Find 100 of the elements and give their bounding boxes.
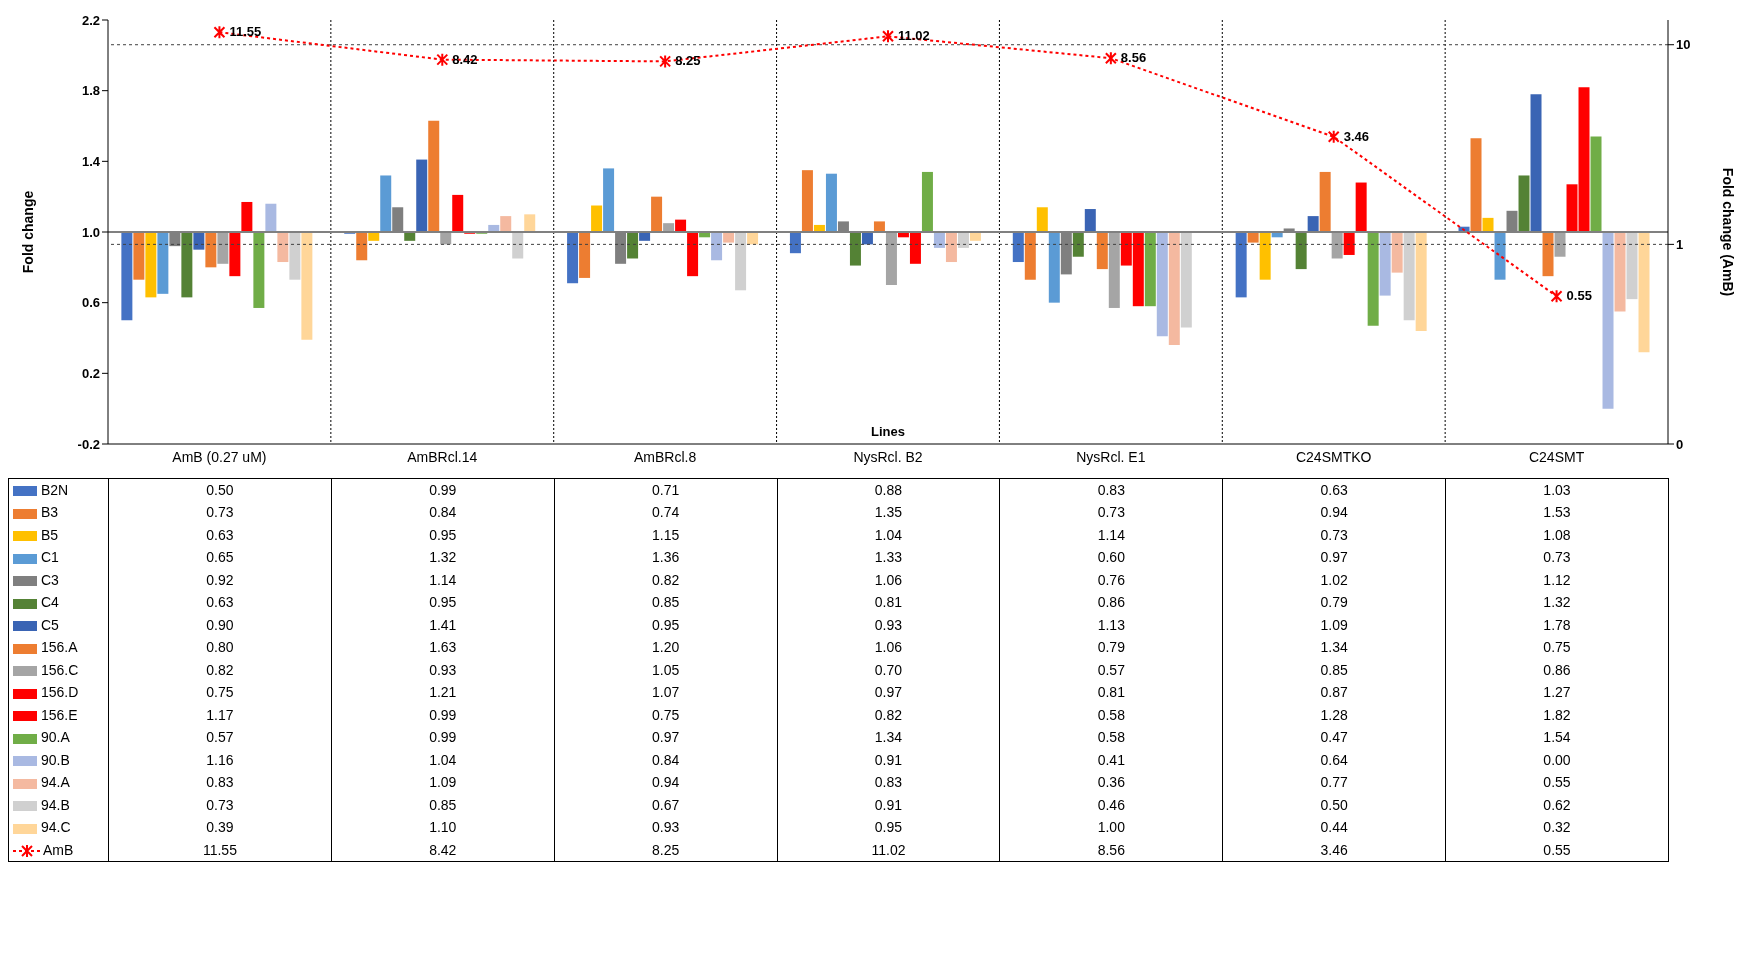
point [659, 54, 672, 69]
bar [933, 232, 945, 248]
text: 0.55 [1566, 288, 1592, 304]
bar [1626, 232, 1638, 300]
data-label: 0.76 [999, 568, 1223, 591]
data-label: 0.86 [999, 591, 1223, 614]
data-label: 0.75 [554, 703, 778, 726]
data-label: 1.16 [108, 748, 332, 771]
data-label: 1.04 [331, 748, 555, 771]
y-tick-label: 1.4 [81, 153, 101, 169]
data-label: 1.06 [777, 636, 1000, 659]
data-label: 0.91 [777, 748, 1000, 771]
bar [229, 232, 241, 277]
point [1550, 289, 1563, 304]
data-label: 0.82 [108, 658, 332, 681]
y-tick-label: 1.0 [81, 224, 100, 240]
data-label: 1.10 [331, 816, 555, 839]
bar [1048, 232, 1060, 303]
bar [1024, 232, 1036, 280]
data-label: 1.12 [1445, 568, 1669, 591]
data-label: 0.93 [777, 613, 1000, 636]
y-tick-label: 0.2 [81, 365, 100, 381]
data-label: 0.85 [331, 793, 555, 816]
bar [603, 168, 615, 232]
bar [1590, 136, 1602, 232]
data-label: 0.60 [999, 546, 1223, 569]
bar [723, 232, 735, 243]
text: 8.25 [675, 53, 701, 69]
data-label: 1.03 [1445, 478, 1669, 501]
point [882, 29, 894, 44]
data-label: 1.35 [777, 501, 1000, 524]
bar [1084, 209, 1096, 232]
data-label: 0.92 [108, 568, 332, 591]
data-label: 0.79 [1222, 591, 1446, 614]
bar [1144, 232, 1156, 307]
legend-label: C3 [40, 571, 59, 588]
legend-label: 94.B [40, 796, 70, 813]
bar [1554, 232, 1566, 257]
data-label: 1.09 [331, 771, 555, 794]
data-label: 0.94 [554, 771, 778, 794]
bar [1638, 232, 1650, 353]
legend-label: 94.C [40, 819, 71, 836]
bar [1518, 175, 1530, 232]
legend-label: 156.C [40, 661, 79, 678]
bar [277, 232, 289, 263]
data-label: 11.02 [777, 838, 1000, 861]
y-tick-label: 1.8 [81, 83, 100, 99]
bar [1168, 232, 1180, 346]
data-label: 0.95 [331, 523, 555, 546]
bar [1343, 232, 1355, 255]
data-label: 1.27 [1445, 681, 1669, 704]
bar [301, 232, 313, 340]
bar [500, 216, 512, 232]
x-axis-title: Lines [871, 424, 905, 439]
bar [416, 159, 428, 232]
data-label: 0.00 [1445, 748, 1669, 771]
y2-tick-label: 0 [1676, 436, 1684, 452]
text: 8.42 [452, 51, 478, 67]
x-tick-label: NysRcl. B2 [853, 448, 923, 465]
bar [579, 232, 591, 278]
data-label: 0.73 [1222, 523, 1446, 546]
x-tick-label: AmBRcl.14 [407, 448, 478, 465]
data-label: 0.83 [777, 771, 1000, 794]
data-label: 1.32 [1445, 591, 1669, 614]
data-label: 0.93 [554, 816, 778, 839]
bar [1494, 232, 1506, 280]
bar [265, 203, 277, 232]
data-label: 0.74 [554, 501, 778, 524]
data-label: 0.73 [1445, 546, 1669, 569]
x-tick-label: C24SMT [1528, 448, 1585, 465]
data-label: 0.64 [1222, 748, 1446, 771]
y-axis-title: Fold change [19, 190, 36, 274]
bar [1259, 232, 1271, 280]
bar [873, 221, 885, 232]
data-label: 8.25 [554, 838, 778, 861]
data-label: 0.80 [108, 636, 332, 659]
bar [921, 171, 933, 232]
legend-label: C5 [40, 616, 59, 633]
data-label: 0.67 [554, 793, 778, 816]
data-label: 0.71 [554, 478, 778, 501]
data-label: 0.32 [1445, 816, 1669, 839]
data-label: 0.65 [108, 546, 332, 569]
data-label: 0.63 [1222, 478, 1446, 501]
y-tick-label: 0.6 [81, 295, 100, 311]
data-label: 0.58 [999, 703, 1223, 726]
bar [1482, 217, 1494, 232]
data-label: 0.58 [999, 726, 1223, 749]
bar [651, 196, 663, 232]
data-label: 0.36 [999, 771, 1223, 794]
legend-label: AmB [42, 841, 74, 858]
data-label: 11.55 [108, 838, 332, 861]
bar [1180, 232, 1192, 328]
data-label: 1.14 [999, 523, 1223, 546]
y2-axis-title: Fold change (AmB) [1720, 167, 1737, 297]
bar [885, 232, 897, 285]
data-label: 0.99 [331, 478, 555, 501]
data-label: 0.97 [554, 726, 778, 749]
bar [524, 214, 536, 232]
data-label: 0.93 [331, 658, 555, 681]
bar [1391, 232, 1403, 273]
